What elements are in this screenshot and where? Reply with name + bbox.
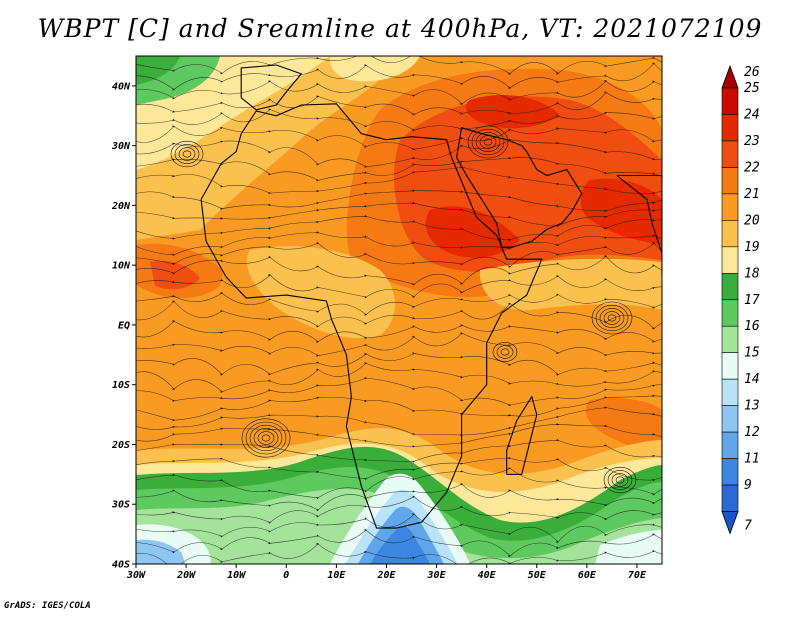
- colorbar-bottom-arrow: [721, 511, 739, 535]
- lat-tick-label: 10N: [112, 261, 131, 272]
- colorbar-swatch: [721, 352, 739, 380]
- arabia-coastline: [456, 126, 583, 248]
- colorbar-swatch: [721, 167, 739, 195]
- vortex-streamline: [467, 125, 509, 159]
- colorbar-label: 14: [744, 372, 760, 387]
- map-frame: [135, 55, 663, 565]
- colorbar-label: 18: [744, 266, 760, 281]
- vortex-streamline: [607, 470, 633, 490]
- lon-tick-label: 10W: [227, 570, 246, 581]
- vortex-streamline: [607, 314, 617, 322]
- vortex-streamline: [603, 466, 637, 494]
- vortex-streamline: [170, 140, 204, 168]
- grads-credit: GrADS: IGES/COLA: [4, 601, 91, 611]
- lon-tick-label: 40E: [478, 570, 497, 581]
- colorbar-top-arrow: [721, 64, 739, 89]
- wbpt-field-18-nw: [136, 56, 180, 85]
- vortex-streamline: [182, 150, 192, 158]
- lat-tick-label: 30N: [111, 141, 131, 152]
- vortex-streamline: [253, 428, 279, 448]
- vortex-streamline: [483, 138, 493, 146]
- colorbar-swatch: [721, 299, 739, 327]
- vortex-streamline: [245, 421, 287, 455]
- colorbar-label: 25: [744, 81, 760, 96]
- colorbar-swatch: [721, 378, 739, 406]
- colorbar-label: 13: [744, 399, 760, 414]
- colorbar-swatch: [721, 325, 739, 354]
- longitude-axis: 30W 20W 10W 0 10E 20E 30E 40E 50E 60E 70E: [126, 564, 647, 581]
- lat-tick-label: 10S: [112, 380, 130, 391]
- colorbar-label: 21: [744, 187, 760, 202]
- colorbar-swatch: [721, 114, 739, 142]
- vortex-streamline: [178, 147, 196, 161]
- vortex-streamline: [475, 132, 501, 152]
- lat-tick-label: 20S: [111, 440, 130, 451]
- vortex-streamline: [249, 424, 283, 452]
- vortex-streamline: [603, 311, 621, 325]
- lon-tick-label: 20E: [376, 570, 396, 581]
- streamline: [136, 165, 662, 195]
- lon-tick-label: 20W: [176, 570, 196, 581]
- lon-tick-label: 50E: [528, 570, 547, 581]
- vortex-streamline: [261, 434, 271, 442]
- lat-tick-label: EQ: [118, 320, 130, 331]
- vortex-streamline: [174, 144, 200, 164]
- colorbar-label: 23: [744, 134, 760, 149]
- colorbar-swatch: [721, 87, 739, 115]
- lat-tick-label: 40N: [112, 81, 131, 92]
- colorbar-label: 17: [744, 293, 760, 308]
- madagascar-coastline: [506, 395, 538, 475]
- vortex-streamline: [611, 473, 629, 487]
- iberia-coastline: [240, 64, 303, 111]
- colorbar-swatch: [721, 246, 739, 274]
- lat-tick-label: 40S: [112, 560, 130, 571]
- colorbar-swatch: [721, 140, 739, 168]
- lon-tick-label: 0: [283, 570, 289, 581]
- vortex-streamline: [496, 345, 514, 359]
- colorbar-label: 15: [744, 346, 760, 361]
- lon-tick-label: 60E: [578, 570, 597, 581]
- colorbar-swatch: [721, 272, 739, 301]
- colorbar-label: 11: [744, 452, 760, 467]
- colorbar-label: 26: [744, 65, 760, 80]
- colorbar-label: 20: [744, 213, 760, 228]
- colorbar-swatch: [721, 458, 739, 486]
- colorbar-label: 9: [744, 478, 752, 493]
- colorbar-label: 22: [744, 160, 760, 175]
- vortex-streamline: [615, 476, 625, 484]
- colorbar-label: 19: [744, 240, 760, 255]
- colorbar-label: 24: [744, 107, 760, 122]
- colorbar-swatch: [721, 193, 739, 221]
- india-coastline: [616, 174, 662, 278]
- vortex-streamline: [591, 301, 633, 335]
- africa-coastline: [200, 103, 543, 529]
- colorbar-label: 16: [744, 319, 760, 334]
- lon-tick-label: 30W: [126, 570, 146, 581]
- lat-tick-label: 30S: [111, 500, 130, 511]
- vortex-streamline: [471, 128, 505, 156]
- latitude-axis: 40N 30N 20N 10N EQ 10S 20S 30S 40S: [111, 81, 136, 571]
- lat-tick-label: 20N: [111, 201, 131, 212]
- vortex-streamline: [500, 348, 510, 356]
- vortex-streamline: [595, 304, 629, 332]
- colorbar-label: 7: [744, 519, 752, 534]
- colorbar-swatch: [721, 405, 739, 433]
- colorbar-swatch: [721, 484, 739, 512]
- vortex-streamline: [492, 342, 518, 362]
- lon-tick-label: 30E: [427, 570, 447, 581]
- streamline: [136, 542, 662, 564]
- colorbar-swatch: [721, 220, 739, 248]
- map-title: WBPT [C] and Sreamline at 400hPa, VT: 20…: [37, 14, 763, 43]
- vortex-streamline: [599, 308, 625, 328]
- lon-tick-label: 10E: [327, 570, 346, 581]
- vortex-streamline: [257, 431, 275, 445]
- coastlines: [200, 64, 662, 529]
- colorbar-label: 12: [744, 425, 760, 440]
- streamlines: [136, 56, 662, 564]
- vortex-streamline: [241, 418, 291, 458]
- colorbar-swatch: [721, 431, 739, 459]
- lon-tick-label: 70E: [628, 570, 647, 581]
